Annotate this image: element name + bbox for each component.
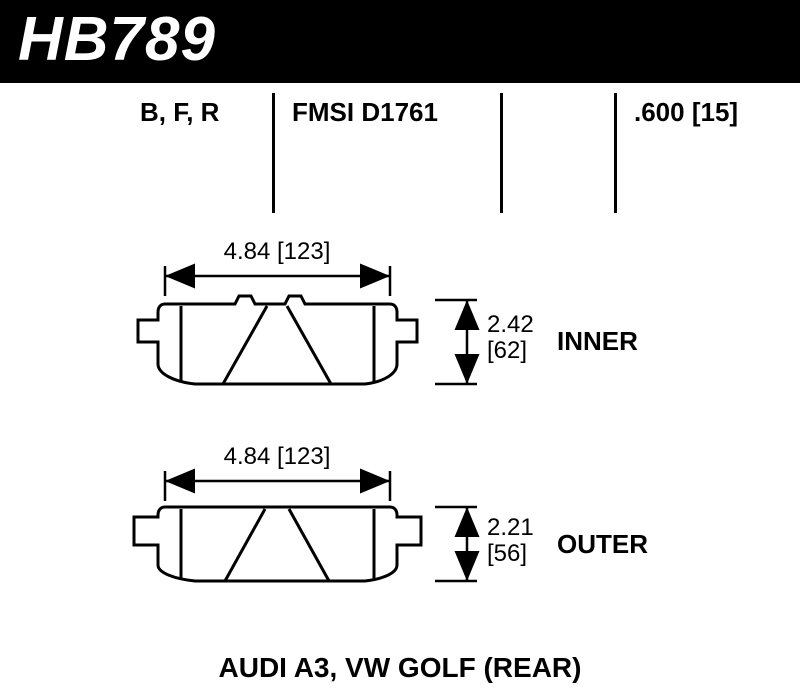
outer-height-text: 2.21 [56] xyxy=(487,514,540,567)
brake-pad-diagram: 4.84 [123] 2.42 [62] INNER 4.84 [123] xyxy=(0,214,800,634)
outer-pad-group: 4.84 [123] 2.21 [56] OUTER xyxy=(134,443,648,581)
inner-pad-group: 4.84 [123] 2.42 [62] INNER xyxy=(138,238,638,384)
fmsi-label: FMSI D1761 xyxy=(292,97,438,128)
outer-pad-shape xyxy=(134,507,421,581)
header-divider-2 xyxy=(500,93,503,213)
inner-width-text: 4.84 [123] xyxy=(224,238,331,265)
inner-name-label: INNER xyxy=(557,326,638,356)
outer-width-text: 4.84 [123] xyxy=(224,443,331,470)
inner-height-text: 2.42 [62] xyxy=(487,311,540,364)
fitment-label: AUDI A3, VW GOLF (REAR) xyxy=(0,652,800,684)
spec-header-row: B, F, R FMSI D1761 .600 [15] xyxy=(0,83,800,213)
part-number-title: HB789 xyxy=(0,0,800,83)
header-divider-1 xyxy=(272,93,275,213)
compounds-label: B, F, R xyxy=(140,97,219,128)
outer-name-label: OUTER xyxy=(557,529,648,559)
thickness-label: .600 [15] xyxy=(634,97,738,128)
inner-pad-shape xyxy=(138,296,417,384)
header-divider-3 xyxy=(614,93,617,213)
